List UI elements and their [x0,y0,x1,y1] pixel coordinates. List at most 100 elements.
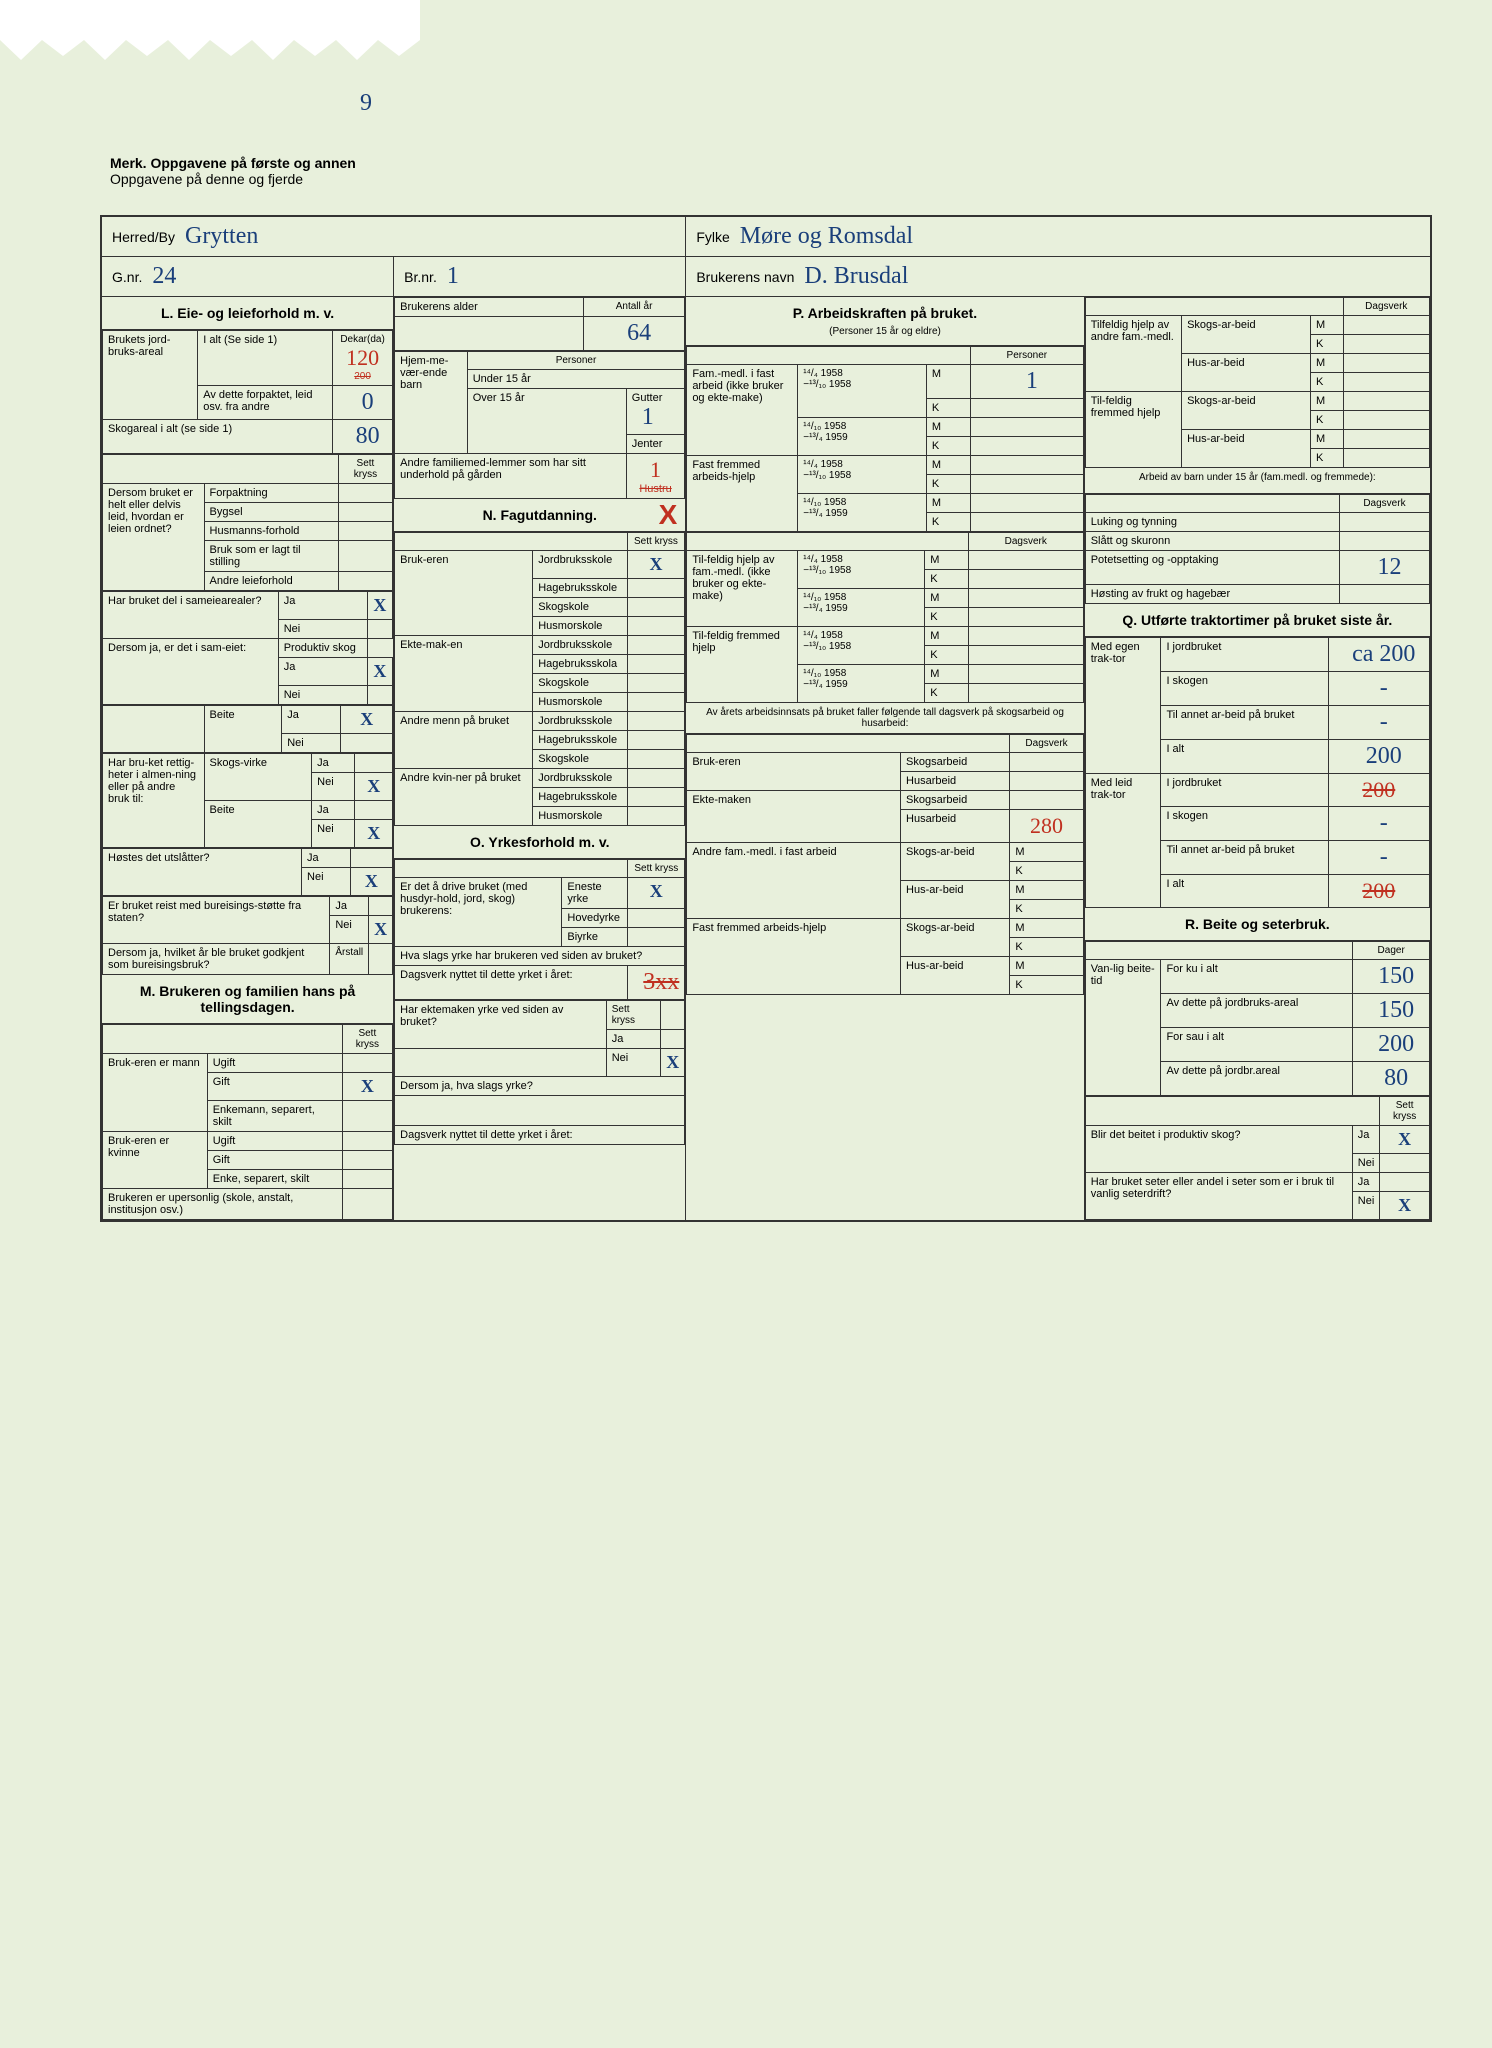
jordbruks4: Jordbruksskole [533,769,627,788]
andre-fam: Andre fam.-medl. i fast arbeid [687,843,901,919]
O-table: Sett kryss Er det å drive bruket (med hu… [394,859,685,1000]
d1a2: −¹³/₁₀ 1958 [803,379,851,390]
settkryss1: Sett kryss [338,455,392,484]
ekte-nei-x: X [666,1052,679,1072]
dersom-ja: Dersom ja, er det i sam-eiet: [103,639,279,705]
hus1: Husarbeid [901,772,1010,791]
tilfeldig-fremmed2: Til-feldig fremmed hjelp [1085,392,1181,468]
hagebruks1: Hagebruksskole [533,579,627,598]
ja1: Ja [278,592,367,620]
L-rettig-table: Har bru-ket rettig-heter i almen-ning el… [102,753,393,848]
bureising-q: Er bruket reist med bureisings-støtte fr… [103,897,330,944]
L-sameie-table: Har bruket del i sameiearealer? Ja X Nei… [102,591,393,705]
gutter-l: Gutter [632,392,663,404]
Q-table: Med egen trak-tor I jordbruket ca 200 I … [1085,637,1430,908]
dekar-text: Dekar(da) [340,334,384,345]
ku-v: 150 [1378,963,1414,989]
d4b2: −¹³/₄ 1959 [803,679,847,690]
q-jord-v: ca 200 [1352,641,1415,667]
M3: M [926,456,970,475]
sameie-q: Har bruket del i sameiearealer? [103,592,279,639]
gnr-value: 24 [152,263,176,290]
rK1: K [1310,335,1343,354]
d3b2: −¹³/₄ 1959 [803,603,847,614]
nei-o: Nei [606,1049,661,1077]
N-sk: Sett kryss [627,533,685,551]
M9: M [1010,843,1083,862]
L-leie-table: Sett kryss Dersom bruket er helt eller d… [102,454,393,591]
hagebruks2: Hagebruksskola [533,655,627,674]
leid-ialt-s: 200 [1362,878,1395,903]
enkemann: Enkemann, separert, skilt [207,1101,342,1132]
r-hus1: Hus-ar-beid [1182,354,1311,392]
rM2: M [1310,354,1343,373]
R-title: R. Beite og seterbruk. [1085,908,1430,941]
M1: M [926,365,970,399]
d3a1: ¹⁴/₄ 1958 [803,554,843,565]
jordbruks2: Jordbruksskole [533,636,627,655]
beite-ja-x: X [360,709,373,729]
dv2: Dagsverk [1010,735,1083,753]
P-table2: Dagsverk Til-feldig hjelp av fam.-medl. … [686,532,1083,703]
M5: M [925,551,969,570]
bruksom: Bruk som er lagt til stilling [204,541,338,572]
L-sameie-beite: Beite Ja X Nei [102,705,393,753]
K3: K [926,475,970,494]
K2: K [926,437,970,456]
jord-x: X [649,554,662,574]
avdette-label: Av dette forpaktet, leid osv. fra andre [198,386,333,420]
ku-jord: Av dette på jordbruks-areal [1161,994,1353,1028]
ja5: Ja [312,801,355,820]
K1: K [926,399,970,418]
d4a2: −¹³/₁₀ 1958 [803,641,851,652]
O-ekte-table: Har ektemaken yrke ved siden av bruket? … [394,1000,685,1145]
O-sk2: Sett kryss [606,1001,661,1030]
jenter: Jenter [626,435,685,454]
N-brukeren: Bruk-eren [395,551,533,636]
luking: Luking og tynning [1085,513,1339,532]
header-row-2: G.nr. 24 Br.nr. 1 Brukerens navn D. Brus… [102,257,1430,297]
jordbruks1: Jordbruksskole [533,551,627,579]
rM3: M [1310,392,1343,411]
forpaktning: Forpaktning [204,484,338,503]
d2a2: −¹³/₁₀ 1958 [803,470,851,481]
familie-value: 1 [650,457,661,482]
avdette-value: 0 [362,389,374,415]
L-title: L. Eie- og leieforhold m. v. [102,297,393,330]
d1a1: ¹⁴/₄ 1958 [803,368,843,379]
col-P: P. Arbeidskraften på bruket. (Personer 1… [686,297,1084,1220]
ut-nei-x: X [365,871,378,891]
K6: K [925,608,969,627]
nei7: Nei [330,916,369,944]
tilfeldig-fremmed: Til-feldig fremmed hjelp [687,627,798,703]
r-dv: Dagsverk [1343,298,1429,316]
med-egen: Med egen trak-tor [1085,638,1161,774]
brukets-label: Brukets jord-bruks-areal [103,331,198,420]
slatt: Slått og skuronn [1085,532,1339,551]
P-subtitle: (Personer 15 år og eldre) [829,326,941,337]
R-ja2: Ja [1352,1173,1380,1192]
M2: M [926,418,970,437]
hagebruks3: Hagebruksskole [533,731,627,750]
K8: K [925,684,969,703]
brnr-value: 1 [447,263,459,290]
r-skogs2: Skogs-ar-beid [1182,392,1311,430]
med-leid: Med leid trak-tor [1085,774,1161,908]
ekte-q: Har ektemaken yrke ved siden av bruket? [395,1001,607,1049]
r-skogs1: Skogs-ar-beid [1182,316,1311,354]
N-red-x: X [659,499,678,531]
L-areal-table: Brukets jord-bruks-areal I alt (Se side … [102,330,393,454]
main-columns: L. Eie- og leieforhold m. v. Brukets jor… [102,297,1430,1220]
tilfeldig-andre: Tilfeldig hjelp av andre fam.-medl. [1085,316,1181,392]
M7: M [925,627,969,646]
under15: Under 15 år [467,370,685,389]
eneste: Eneste yrke [562,878,628,909]
d2a1: ¹⁴/₄ 1958 [803,459,843,470]
q-jord1: I jordbruket [1161,638,1328,672]
skogskole3: Skogskole [533,750,627,769]
col-right: Dagsverk Tilfeldig hjelp av andre fam.-m… [1085,297,1430,1220]
d3b1: ¹⁴/₁₀ 1958 [803,592,846,603]
tilfeldig-fam: Til-feldig hjelp av fam.-medl. (ikke bru… [687,551,798,627]
sau: For sau i alt [1161,1028,1353,1062]
ja6: Ja [302,849,351,868]
